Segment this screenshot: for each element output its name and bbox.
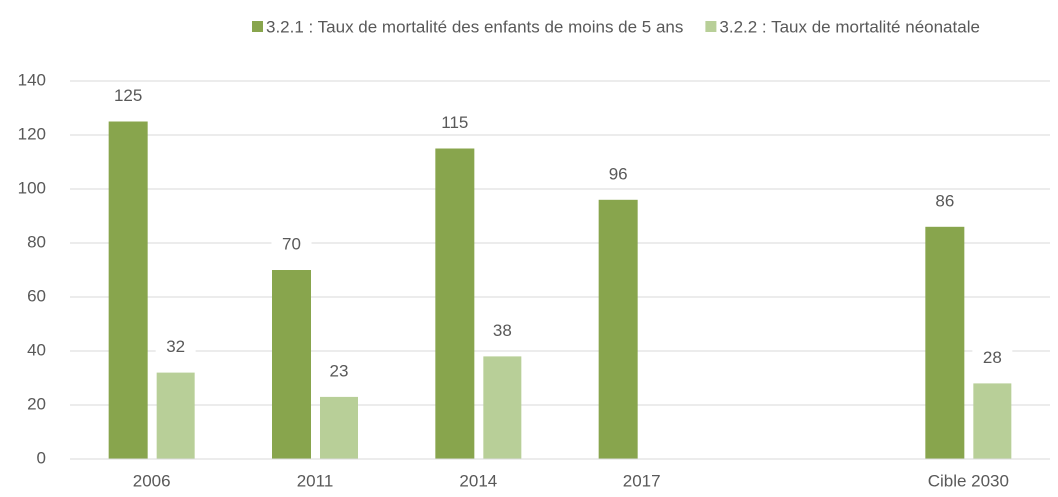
bar bbox=[320, 396, 358, 459]
y-tick-label: 0 bbox=[37, 448, 46, 467]
y-tick-label: 140 bbox=[18, 70, 46, 89]
x-tick-label: 2011 bbox=[297, 471, 334, 490]
data-label: 23 bbox=[330, 361, 349, 380]
legend-label: 3.2.1 : Taux de mortalité des enfants de… bbox=[266, 17, 683, 36]
data-label: 70 bbox=[282, 234, 301, 253]
x-tick-label: 2017 bbox=[623, 471, 661, 490]
legend-swatch bbox=[705, 21, 717, 32]
data-label-bg bbox=[972, 347, 1013, 370]
data-label: 32 bbox=[166, 337, 185, 356]
bar bbox=[925, 226, 965, 459]
data-label-bg bbox=[108, 85, 149, 108]
bar bbox=[483, 356, 522, 459]
data-label-bg bbox=[271, 234, 312, 256]
data-label-bg bbox=[434, 112, 475, 135]
y-tick-label: 100 bbox=[18, 178, 46, 197]
legend-swatch bbox=[252, 21, 263, 32]
y-tick-label: 120 bbox=[18, 124, 46, 143]
legend-label: 3.2.2 : Taux de mortalité néonatale bbox=[719, 17, 980, 36]
bar bbox=[435, 148, 475, 459]
data-label: 86 bbox=[935, 191, 954, 210]
bar bbox=[598, 199, 638, 460]
y-tick-label: 40 bbox=[27, 340, 46, 359]
x-tick-label: Cible 2030 bbox=[928, 471, 1009, 490]
y-tick-label: 20 bbox=[27, 394, 46, 413]
data-label-bg bbox=[319, 360, 359, 383]
bar bbox=[973, 383, 1012, 459]
data-label-bg bbox=[598, 163, 639, 186]
data-label-bg bbox=[155, 336, 196, 359]
data-label-bg bbox=[482, 320, 523, 343]
bar bbox=[108, 121, 148, 459]
data-label: 115 bbox=[441, 113, 468, 132]
data-label: 96 bbox=[609, 164, 628, 183]
bar bbox=[272, 270, 311, 459]
data-label: 125 bbox=[114, 86, 142, 105]
data-label: 38 bbox=[493, 321, 512, 340]
x-tick-label: 2014 bbox=[459, 471, 497, 490]
x-tick-label: 2006 bbox=[133, 471, 171, 490]
data-label-bg bbox=[924, 190, 965, 213]
y-tick-label: 60 bbox=[27, 286, 46, 305]
data-label: 28 bbox=[983, 348, 1002, 367]
y-tick-label: 80 bbox=[27, 232, 46, 251]
bar bbox=[156, 372, 195, 459]
